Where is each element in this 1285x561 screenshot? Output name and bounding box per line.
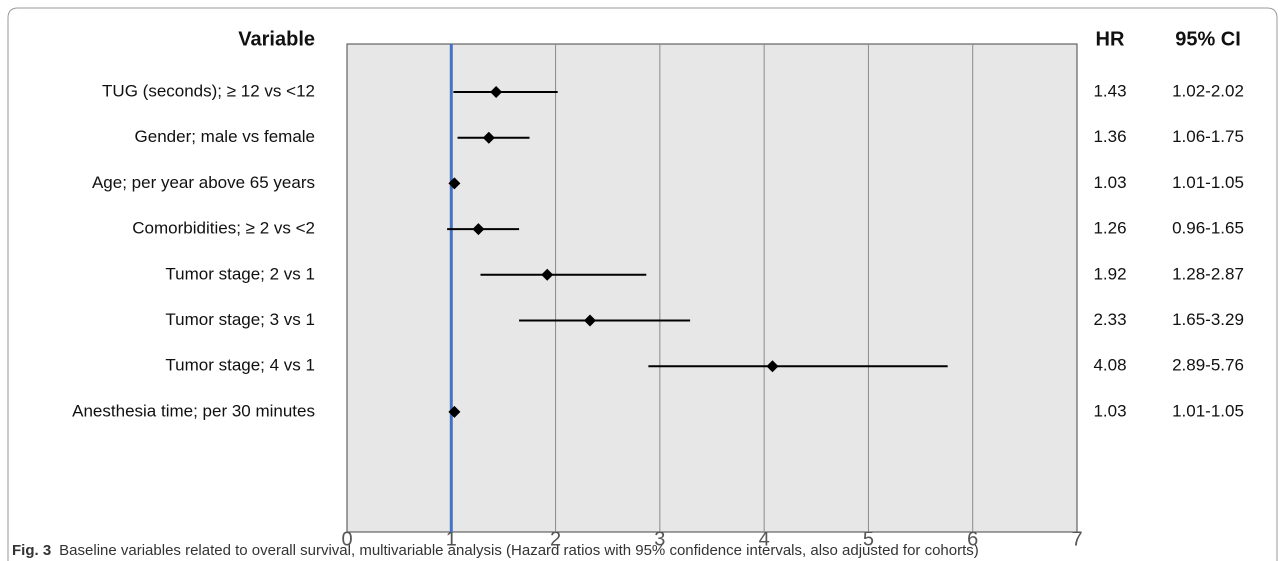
- hr-marker: [448, 177, 461, 190]
- hr-value: 2.33: [1093, 310, 1126, 329]
- hr-value: 1.36: [1093, 127, 1126, 146]
- x-tick-label: 3: [654, 528, 665, 550]
- row-label: Tumor stage; 2 vs 1: [165, 264, 315, 283]
- caption-text: Baseline variables related to overall su…: [59, 542, 979, 559]
- row-label: Gender; male vs female: [135, 127, 315, 146]
- header: HR: [1096, 28, 1125, 50]
- ci-value: 1.02-2.02: [1172, 81, 1244, 100]
- hr-value: 1.92: [1093, 264, 1126, 283]
- hr-value: 1.03: [1093, 173, 1126, 192]
- hr-marker: [541, 268, 554, 281]
- hr-marker: [472, 223, 485, 236]
- header: 95% CI: [1175, 28, 1241, 50]
- caption-label: Fig. 3: [12, 542, 51, 559]
- x-tick-label: 0: [341, 528, 352, 550]
- header: Variable: [238, 28, 315, 50]
- row-label: Anesthesia time; per 30 minutes: [72, 401, 315, 420]
- ci-value: 1.65-3.29: [1172, 310, 1244, 329]
- row-label: TUG (seconds); ≥ 12 vs <12: [102, 81, 315, 100]
- ci-value: 2.89-5.76: [1172, 356, 1244, 375]
- x-tick-label: 4: [759, 528, 770, 550]
- hr-value: 4.08: [1093, 356, 1126, 375]
- row-label: Tumor stage; 3 vs 1: [165, 310, 315, 329]
- x-tick-label: 2: [550, 528, 561, 550]
- ci-value: 1.06-1.75: [1172, 127, 1244, 146]
- row-label: Comorbidities; ≥ 2 vs <2: [132, 219, 315, 238]
- hr-value: 1.03: [1093, 401, 1126, 420]
- ci-value: 1.01-1.05: [1172, 173, 1244, 192]
- x-tick-label: 1: [446, 528, 457, 550]
- plot-area: [346, 43, 1078, 533]
- hr-marker: [448, 405, 461, 418]
- hr-marker: [583, 314, 596, 327]
- frame: [7, 7, 1278, 561]
- x-tick-label: 5: [863, 528, 874, 550]
- ci-value: 1.28-2.87: [1172, 264, 1244, 283]
- x-tick-label: 7: [1071, 528, 1082, 550]
- hr-marker: [482, 131, 495, 144]
- caption: Fig. 3 Baseline variables related to over…: [12, 542, 979, 559]
- ci-value: 1.01-1.05: [1172, 401, 1244, 420]
- ci-value: 0.96-1.65: [1172, 219, 1244, 238]
- hr-value: 1.26: [1093, 219, 1126, 238]
- hr-value: 1.43: [1093, 81, 1126, 100]
- hr-marker: [490, 86, 503, 98]
- row-label: Tumor stage; 4 vs 1: [165, 356, 315, 375]
- row-label: Age; per year above 65 years: [92, 173, 315, 192]
- hr-marker: [766, 360, 779, 373]
- x-tick-label: 6: [967, 528, 978, 550]
